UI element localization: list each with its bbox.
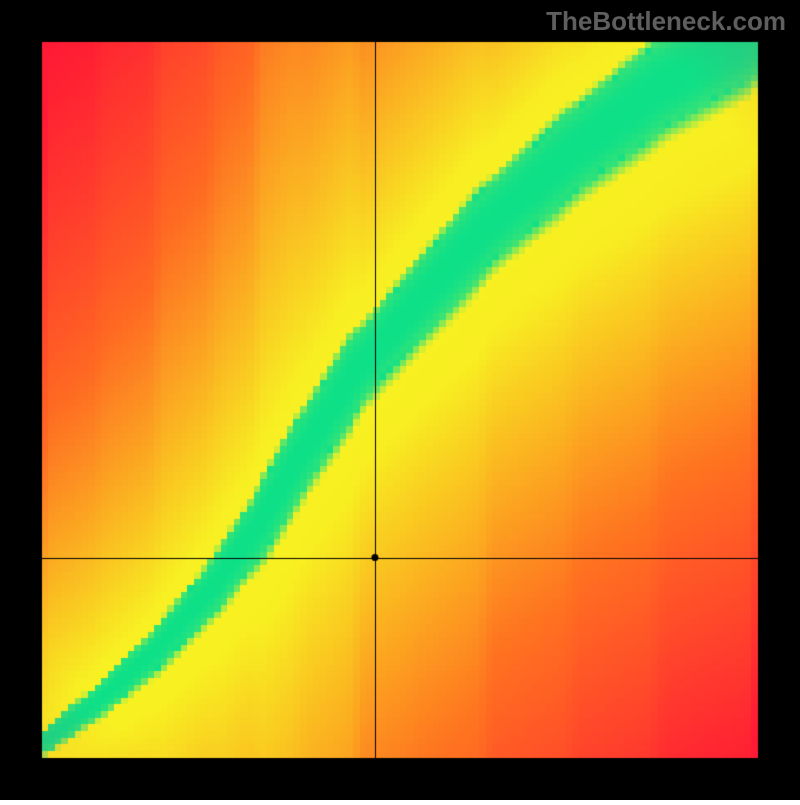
watermark-text: TheBottleneck.com — [546, 6, 786, 37]
bottleneck-heatmap — [0, 0, 800, 805]
heatmap-canvas — [0, 0, 800, 800]
